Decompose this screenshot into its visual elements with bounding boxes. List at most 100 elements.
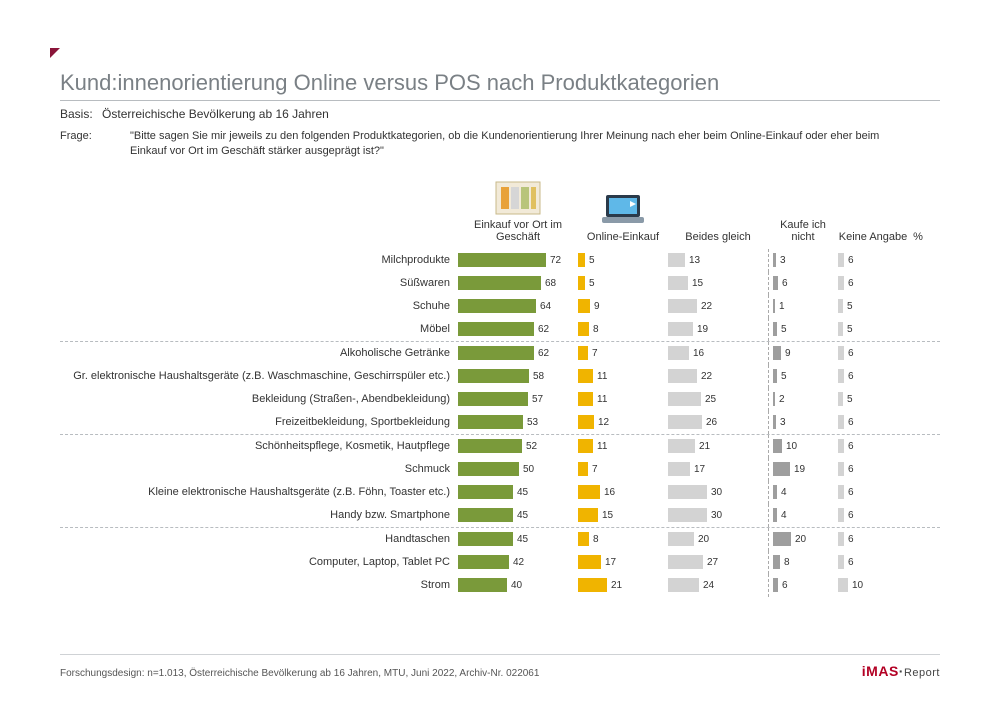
bar-c3 — [668, 392, 701, 406]
bar-c2 — [578, 346, 588, 360]
bar-c5 — [838, 346, 844, 360]
header-col4-label: Kaufe ich nicht — [768, 219, 838, 243]
value-c3: 15 — [692, 278, 703, 289]
value-c5: 6 — [848, 487, 854, 498]
value-c4: 6 — [782, 580, 788, 591]
value-c2: 21 — [611, 580, 622, 591]
bar-c5 — [838, 369, 844, 383]
bar-cell-c3: 15 — [668, 272, 768, 295]
bar-c5 — [838, 578, 848, 592]
chart-row: Handtaschen45820206 — [60, 528, 940, 551]
value-c4: 3 — [780, 255, 786, 266]
bar-cell-c5: 6 — [838, 365, 908, 388]
bar-cell-c3: 16 — [668, 342, 768, 365]
bar-c3 — [668, 322, 693, 336]
value-c4: 3 — [780, 417, 786, 428]
bar-c3 — [668, 253, 685, 267]
bar-c5 — [838, 485, 844, 499]
bar-cell-c3: 20 — [668, 528, 768, 551]
bar-c4 — [773, 485, 777, 499]
bar-c2 — [578, 322, 589, 336]
bar-c3 — [668, 439, 695, 453]
bars-container: 45153046 — [458, 504, 940, 527]
bar-c2 — [578, 276, 585, 290]
bar-cell-c2: 15 — [578, 504, 668, 527]
bar-cell-c1: 57 — [458, 388, 578, 411]
bar-cell-c1: 50 — [458, 458, 578, 481]
bar-cell-c1: 40 — [458, 574, 578, 597]
header-col-instore: Einkauf vor Ort im Geschäft — [458, 173, 578, 243]
bar-c4 — [773, 439, 782, 453]
bar-cell-c2: 7 — [578, 458, 668, 481]
chart-row: Freizeitbekleidung, Sportbekleidung53122… — [60, 411, 940, 435]
category-label: Schuhe — [60, 300, 458, 312]
bar-c2 — [578, 508, 598, 522]
value-c3: 20 — [698, 534, 709, 545]
value-c4: 19 — [794, 464, 805, 475]
bar-cell-c4: 4 — [768, 504, 838, 527]
bar-c4 — [773, 578, 778, 592]
bar-c4 — [773, 276, 778, 290]
header-col-notbuy: Kaufe ich nicht — [768, 173, 838, 243]
value-c3: 19 — [697, 324, 708, 335]
header-pct-label: % — [913, 231, 923, 243]
value-c1: 64 — [540, 301, 551, 312]
value-c1: 50 — [523, 464, 534, 475]
value-c3: 25 — [705, 394, 716, 405]
header-col3-label: Beides gleich — [685, 231, 750, 243]
value-c3: 30 — [711, 487, 722, 498]
value-c3: 21 — [699, 441, 710, 452]
value-c1: 62 — [538, 348, 549, 359]
bar-c3 — [668, 578, 699, 592]
question-label: Frage: — [60, 129, 130, 159]
bar-c3 — [668, 485, 707, 499]
bars-container: 6281955 — [458, 318, 940, 341]
bar-cell-c3: 22 — [668, 295, 768, 318]
value-c5: 6 — [848, 464, 854, 475]
category-label: Gr. elektronische Haushaltsgeräte (z.B. … — [60, 370, 458, 382]
bar-c4 — [773, 346, 781, 360]
bar-c2 — [578, 462, 588, 476]
value-c2: 8 — [593, 534, 599, 545]
bar-c1 — [458, 555, 509, 569]
value-c5: 5 — [847, 324, 853, 335]
bar-c2 — [578, 369, 593, 383]
value-c1: 42 — [513, 557, 524, 568]
footer: Forschungsdesign: n=1.013, Österreichisc… — [60, 654, 940, 679]
value-c3: 16 — [693, 348, 704, 359]
value-c5: 6 — [848, 441, 854, 452]
bars-container: 45820206 — [458, 528, 940, 551]
bars-container: 42172786 — [458, 551, 940, 574]
bar-c5 — [838, 462, 844, 476]
bar-cell-c5: 6 — [838, 411, 908, 434]
chart-row: Möbel6281955 — [60, 318, 940, 342]
chart-row: Alkoholische Getränke6271696 — [60, 342, 940, 365]
header-col-online: Online-Einkauf — [578, 173, 668, 243]
value-c5: 5 — [847, 394, 853, 405]
chart-row: Strom402124610 — [60, 574, 940, 597]
value-c1: 45 — [517, 534, 528, 545]
question-text: "Bitte sagen Sie mir jeweils zu den folg… — [130, 129, 890, 159]
chart-row: Bekleidung (Straßen-, Abendbekleidung)57… — [60, 388, 940, 411]
bar-c2 — [578, 532, 589, 546]
bar-c2 — [578, 415, 594, 429]
bar-c1 — [458, 508, 513, 522]
bars-container: 402124610 — [458, 574, 940, 597]
bar-cell-c1: 58 — [458, 365, 578, 388]
bar-cell-c4: 3 — [768, 249, 838, 272]
value-c1: 72 — [550, 255, 561, 266]
value-c3: 22 — [701, 371, 712, 382]
bar-c4 — [773, 555, 780, 569]
bar-c2 — [578, 392, 593, 406]
bar-cell-c3: 26 — [668, 411, 768, 434]
logo-brand: iMAS — [862, 663, 899, 679]
category-label: Alkoholische Getränke — [60, 347, 458, 359]
bar-c5 — [838, 439, 844, 453]
bar-c3 — [668, 555, 703, 569]
bar-c4 — [773, 532, 791, 546]
value-c2: 16 — [604, 487, 615, 498]
bar-cell-c5: 5 — [838, 388, 908, 411]
value-c1: 57 — [532, 394, 543, 405]
header-col-both: Beides gleich — [668, 173, 768, 243]
question-block: Frage: "Bitte sagen Sie mir jeweils zu d… — [60, 129, 940, 159]
